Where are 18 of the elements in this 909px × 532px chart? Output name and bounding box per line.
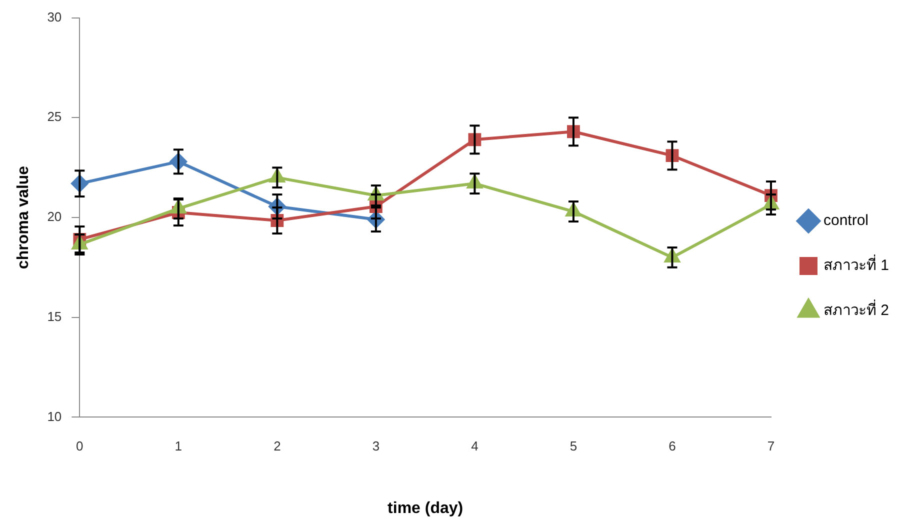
legend-label: สภาวะที่ 2	[823, 299, 890, 320]
legend-label: สภาวะที่ 1	[823, 254, 890, 274]
y-tick-label: 15	[47, 308, 62, 324]
x-tick-label: 3	[372, 438, 380, 454]
x-tick-label: 0	[76, 438, 84, 454]
y-tick-label: 20	[47, 209, 62, 224]
y-tick-label: 10	[47, 408, 62, 424]
x-tick-label: 5	[570, 438, 578, 454]
y-tick-label: 25	[47, 109, 62, 124]
legend-label: control	[823, 212, 869, 230]
x-axis-title: time (day)	[388, 500, 464, 517]
x-tick-label: 2	[274, 438, 281, 454]
y-tick-label: 30	[47, 9, 62, 24]
x-tick-label: 4	[471, 438, 478, 454]
y-axis-title: chroma value	[15, 166, 32, 270]
x-tick-label: 1	[174, 438, 182, 454]
x-tick-label: 7	[767, 438, 775, 454]
x-tick-label: 6	[668, 438, 676, 454]
